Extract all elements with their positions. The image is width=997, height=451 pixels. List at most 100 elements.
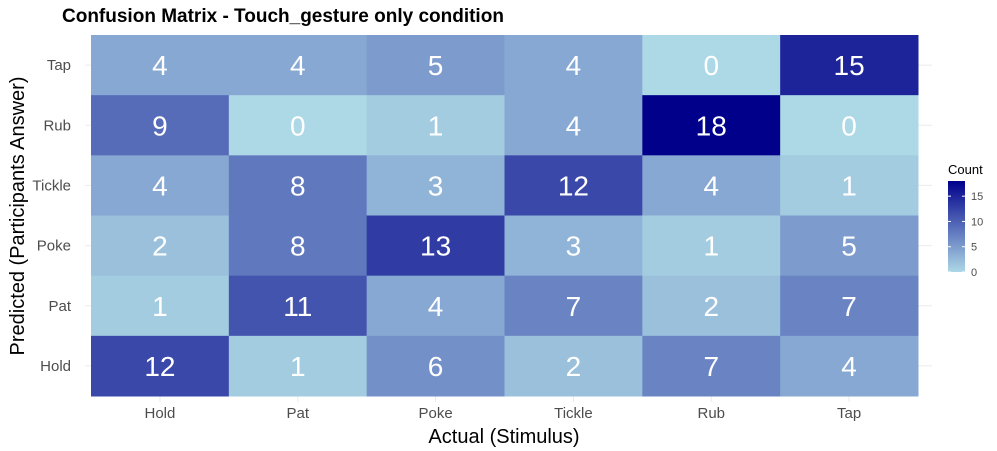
cell-value-label: 5 xyxy=(841,231,857,262)
cell-value-label: 9 xyxy=(152,110,168,141)
heatmap-cell xyxy=(504,95,643,156)
heatmap-cell xyxy=(228,215,368,277)
heatmap-cell xyxy=(780,275,919,337)
heatmap-cell xyxy=(780,35,919,96)
cell-value-label: 6 xyxy=(428,351,444,382)
cell-value-label: 7 xyxy=(703,351,719,382)
heatmap-cell xyxy=(228,335,368,397)
cell-value-label: 0 xyxy=(841,110,857,141)
heatmap-cell xyxy=(366,215,505,277)
heatmap-cell xyxy=(91,335,230,397)
cell-value-label: 1 xyxy=(841,170,857,201)
y-axis-title: Predicted (Participants Answer) xyxy=(7,76,29,355)
cell-value-label: 0 xyxy=(703,50,719,81)
heatmap-cell xyxy=(642,275,781,337)
heatmap-cell xyxy=(642,95,781,156)
heatmap-cell xyxy=(504,335,643,397)
cell-value-label: 1 xyxy=(152,291,168,322)
legend-ticks: 0 5 10 15 xyxy=(948,191,983,279)
y-axis-tick-labels: Tap Rub Tickle Poke Pat Hold xyxy=(32,57,71,375)
cell-value-label: 13 xyxy=(420,231,451,262)
heatmap-cell xyxy=(504,155,643,216)
cell-value-label: 15 xyxy=(834,50,865,81)
cell-value-label: 8 xyxy=(290,170,306,201)
cell-value-label: 2 xyxy=(566,351,582,382)
heatmap-cell xyxy=(366,155,505,216)
heatmap-cell xyxy=(366,95,505,156)
legend-tick-label: 10 xyxy=(971,216,983,228)
cell-value-label: 7 xyxy=(841,291,857,322)
cell-value-label: 5 xyxy=(428,50,444,81)
heatmap-cell xyxy=(91,275,230,337)
cell-value-label: 2 xyxy=(152,231,168,262)
y-tick-label: Rub xyxy=(43,117,71,134)
color-legend: Count 0 5 10 15 xyxy=(948,162,983,279)
heatmap-cell xyxy=(366,275,505,337)
cell-value-label: 4 xyxy=(566,110,582,141)
heatmap-cell xyxy=(228,95,368,156)
x-tick-label: Poke xyxy=(418,405,452,422)
heatmap-cell xyxy=(91,95,230,156)
cell-value-label: 4 xyxy=(290,50,306,81)
heatmap-cell xyxy=(780,95,919,156)
cell-value-label: 1 xyxy=(290,351,306,382)
heatmap-cell xyxy=(780,155,919,216)
x-tick-label: Tap xyxy=(837,405,861,422)
heatmap-cell xyxy=(91,155,230,216)
cell-value-label: 2 xyxy=(703,291,719,322)
heatmap-cells xyxy=(91,35,919,397)
legend-title: Count xyxy=(948,162,983,177)
heatmap-cell xyxy=(642,35,781,96)
cell-value-label: 7 xyxy=(566,291,582,322)
heatmap-cell xyxy=(780,335,919,397)
cell-value-label: 1 xyxy=(703,231,719,262)
x-tick-label: Rub xyxy=(697,405,725,422)
legend-tick-label: 15 xyxy=(971,191,983,203)
y-tick-label: Pat xyxy=(48,298,71,315)
heatmap-cell xyxy=(91,215,230,277)
heatmap-cell xyxy=(504,215,643,277)
heatmap-cell xyxy=(504,35,643,96)
y-tick-label: Poke xyxy=(37,238,71,255)
cell-value-label: 4 xyxy=(841,351,857,382)
cell-value-label: 3 xyxy=(428,170,444,201)
x-tick-label: Hold xyxy=(144,405,175,422)
cell-value-label: 4 xyxy=(428,291,444,322)
cell-value-label: 4 xyxy=(566,50,582,81)
cell-value-label: 12 xyxy=(558,170,589,201)
x-axis-tick-labels: Hold Pat Poke Tickle Rub Tap xyxy=(144,405,861,422)
y-tick-label: Tap xyxy=(47,57,71,74)
cell-value-label: 4 xyxy=(152,170,168,201)
legend-color-bar xyxy=(948,181,965,272)
heatmap-cell xyxy=(642,335,781,397)
heatmap-cell xyxy=(228,275,368,337)
cell-value-label: 1 xyxy=(428,110,444,141)
cell-labels: 4 4 5 4 0 159 0 1 4 18 04 8 3 12 4 12 8 13 3 1 51 11 4 7 2 712 1 6 2… xyxy=(144,50,864,382)
x-axis-title: Actual (Stimulus) xyxy=(428,426,579,448)
heatmap-cell xyxy=(780,215,919,277)
cell-value-label: 8 xyxy=(290,231,306,262)
heatmap-cell xyxy=(91,35,230,96)
y-tick-label: Hold xyxy=(40,358,71,375)
heatmap-cell xyxy=(366,335,505,397)
heatmap-cell xyxy=(228,35,368,96)
cell-value-label: 4 xyxy=(152,50,168,81)
cell-value-label: 18 xyxy=(696,110,727,141)
x-tick-label: Tickle xyxy=(554,405,593,422)
legend-tick-label: 0 xyxy=(971,267,977,279)
chart-title: Confusion Matrix - Touch_gesture only co… xyxy=(62,6,504,27)
y-tick-label: Tickle xyxy=(32,177,71,194)
heatmap-cell xyxy=(642,215,781,277)
heatmap-cell xyxy=(366,35,505,96)
cell-value-label: 0 xyxy=(290,110,306,141)
cell-value-label: 11 xyxy=(283,291,312,322)
x-tick-label: Pat xyxy=(286,405,309,422)
heatmap-cell xyxy=(228,155,368,216)
cell-value-label: 4 xyxy=(703,170,719,201)
heatmap-cell xyxy=(504,275,643,337)
cell-value-label: 12 xyxy=(144,351,175,382)
legend-tick-label: 5 xyxy=(971,242,977,254)
cell-value-label: 3 xyxy=(566,231,582,262)
heatmap-cell xyxy=(642,155,781,216)
